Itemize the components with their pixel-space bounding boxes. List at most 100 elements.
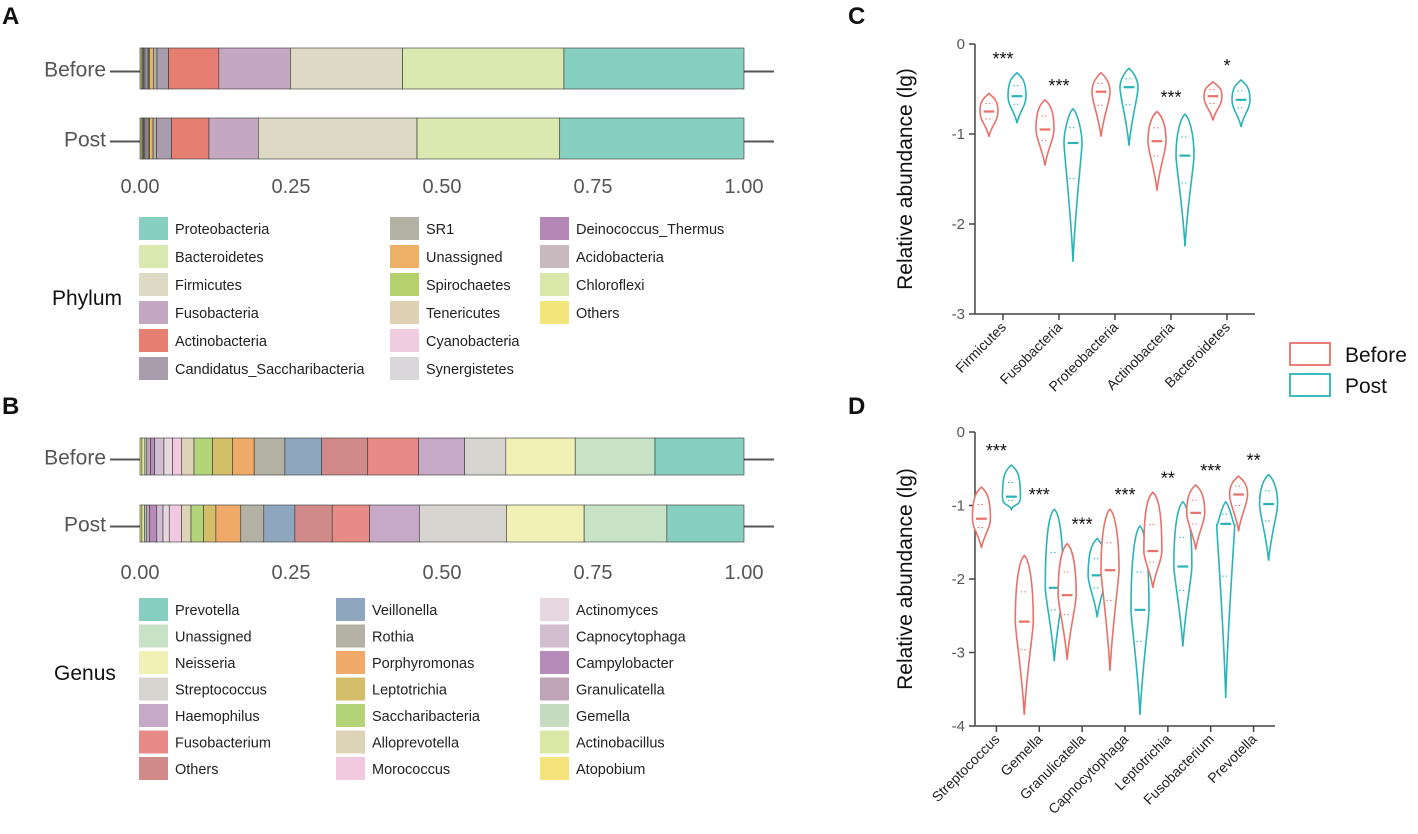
x-tick-label: 1.00 <box>725 562 764 584</box>
bar-segment <box>505 437 576 476</box>
violin-post <box>1173 500 1193 647</box>
legend-swatch <box>540 730 569 754</box>
category-label: Post <box>64 514 106 537</box>
bar-segment <box>583 504 668 543</box>
legend-swatch <box>1289 342 1331 366</box>
bar-segment <box>149 504 158 543</box>
significance-marker: *** <box>1072 515 1093 535</box>
legend-swatch <box>139 301 168 324</box>
y-axis-label: Relative abundance (lg) <box>894 468 917 690</box>
violin-post <box>1001 464 1022 512</box>
legend-label: Granulicatella <box>576 683 666 699</box>
x-tick-label: 1.00 <box>725 176 764 198</box>
bar-segment <box>574 437 656 476</box>
legend-swatch <box>139 730 168 754</box>
legend-swatch <box>390 301 419 324</box>
violin-post <box>1119 67 1139 146</box>
legend-label: SR1 <box>426 222 454 238</box>
category-label: Before <box>44 447 106 470</box>
violin-post <box>1063 107 1083 262</box>
significance-marker: *** <box>1048 76 1069 96</box>
legend-label: Others <box>576 306 620 322</box>
category-label: Before <box>44 59 106 82</box>
violin-before <box>1147 110 1167 191</box>
bar-segment <box>253 437 286 476</box>
y-tick-label: -1 <box>952 498 965 515</box>
legend-swatch <box>336 677 365 701</box>
legend-swatch <box>540 757 569 780</box>
bar-segment <box>190 504 204 543</box>
bar-segment <box>321 437 369 476</box>
bar-segment <box>464 437 507 476</box>
bar-segment <box>146 437 151 476</box>
bar-segment <box>150 437 156 476</box>
panel-c: C 0 -1 -2 -3 Relative abundance (lg) Firmicute… <box>848 3 1255 395</box>
legend-label: Veillonella <box>372 603 438 619</box>
bar-segment <box>218 47 291 90</box>
bar-segment <box>666 504 745 543</box>
bar-segment <box>654 437 745 476</box>
legend-label: Proteobacteria <box>175 222 270 238</box>
panel-a: A Before Post 0.00 0.25 0.50 0.75 1.00 Phylum Pro… <box>2 3 774 380</box>
legend-label: Bacteroidetes <box>175 250 264 266</box>
x-tick-label: 0.00 <box>121 176 160 198</box>
legend-label: Gemella <box>576 709 631 725</box>
legend-swatch <box>1289 373 1331 397</box>
legend-swatch <box>390 217 419 240</box>
legend-swatch <box>336 757 365 780</box>
legend-swatch <box>540 704 569 727</box>
bar-segment <box>369 504 420 543</box>
legend-label: Acidobacteria <box>576 250 665 266</box>
significance-marker: *** <box>1200 461 1221 481</box>
legend-label: Neisseria <box>175 656 236 672</box>
legend-swatch <box>139 357 168 380</box>
panel-label: C <box>848 3 865 30</box>
violin-post <box>1044 508 1065 662</box>
bar-segment <box>156 504 164 543</box>
bar-segment <box>149 47 154 90</box>
legend-label: Actinobacteria <box>175 334 268 350</box>
bar-segment <box>559 117 745 160</box>
bar-segment <box>156 117 172 160</box>
bar-segment <box>181 504 192 543</box>
legend-swatch <box>390 245 419 268</box>
significance-marker: *** <box>1029 485 1050 505</box>
legend-swatch <box>540 245 569 268</box>
legend-label: Haemophilus <box>175 709 260 725</box>
significance-marker: ** <box>1161 468 1175 488</box>
y-tick-label: -3 <box>952 306 965 323</box>
violin-post <box>1231 78 1251 127</box>
legend-swatch <box>139 757 168 780</box>
bar-segment <box>168 504 182 543</box>
legend-label: Atopobium <box>576 762 645 778</box>
legend: Genus Prevotella Unassigned Neisseria Strept… <box>54 598 687 780</box>
legend-label: Post <box>1345 375 1387 398</box>
violin-before <box>1014 554 1035 716</box>
legend-label: Chloroflexi <box>576 278 645 294</box>
bar-segment <box>240 504 265 543</box>
legend-swatch <box>540 651 569 674</box>
bar-segment <box>181 437 195 476</box>
legend-label: Leptotrichia <box>372 683 448 699</box>
bar-segment <box>284 437 322 476</box>
panel-b: B Before Post 0.00 0.25 0.50 0.75 1.00 Genus Prev… <box>2 393 774 780</box>
bar-segment <box>141 504 145 543</box>
legend-label: Tenericutes <box>426 306 500 322</box>
y-tick-label: 0 <box>957 424 965 441</box>
panel-label: D <box>848 393 865 420</box>
legend-swatch <box>139 704 168 727</box>
bar-segment <box>402 47 565 90</box>
bar-segment <box>331 504 370 543</box>
legend-swatch <box>139 677 168 701</box>
legend-swatch <box>336 704 365 727</box>
bar-segment <box>212 437 233 476</box>
legend-swatch <box>540 273 569 296</box>
panel-label: B <box>2 393 19 420</box>
x-tick-label: 0.75 <box>574 562 613 584</box>
violin-before <box>1203 80 1223 121</box>
y-tick-label: -4 <box>952 718 965 735</box>
legend-label: Cyanobacteria <box>426 334 520 350</box>
bar-segment <box>263 504 296 543</box>
legend-label: Morococcus <box>372 762 450 778</box>
